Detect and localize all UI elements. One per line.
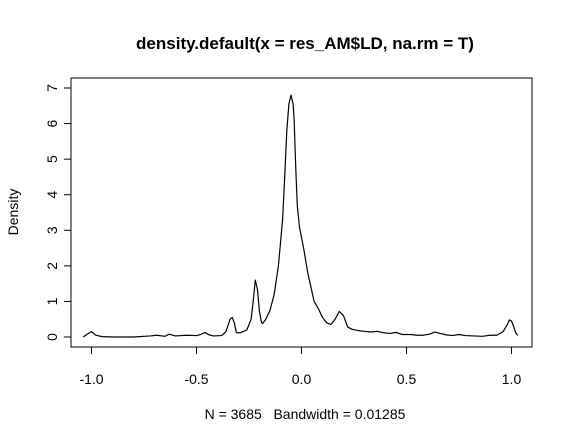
x-tick-label: 0.0: [292, 371, 312, 387]
y-tick-label: 4: [44, 191, 60, 199]
y-tick-label: 5: [44, 155, 60, 163]
y-axis-label: Density: [5, 189, 21, 236]
y-tick-label: 1: [44, 297, 60, 305]
y-tick-label: 6: [44, 119, 60, 127]
x-axis-label: N = 3685 Bandwidth = 0.01285: [205, 406, 406, 422]
x-axis: -1.0 -0.5 0.0 0.5 1.0: [79, 346, 522, 387]
chart-title: density.default(x = res_AM$LD, na.rm = T…: [136, 34, 474, 53]
x-tick-label: 0.5: [397, 371, 417, 387]
plot-frame: [70, 77, 533, 348]
y-tick-label: 7: [44, 84, 60, 92]
density-curve: [82, 94, 519, 338]
x-tick-label: -0.5: [184, 371, 208, 387]
y-tick-label: 3: [44, 226, 60, 234]
x-tick-label: -1.0: [79, 371, 103, 387]
y-tick-label: 2: [44, 262, 60, 270]
y-tick-label: 0: [44, 333, 60, 341]
y-axis: 0 1 2 3 4 5 6 7: [44, 84, 72, 341]
x-tick-label: 1.0: [502, 371, 522, 387]
